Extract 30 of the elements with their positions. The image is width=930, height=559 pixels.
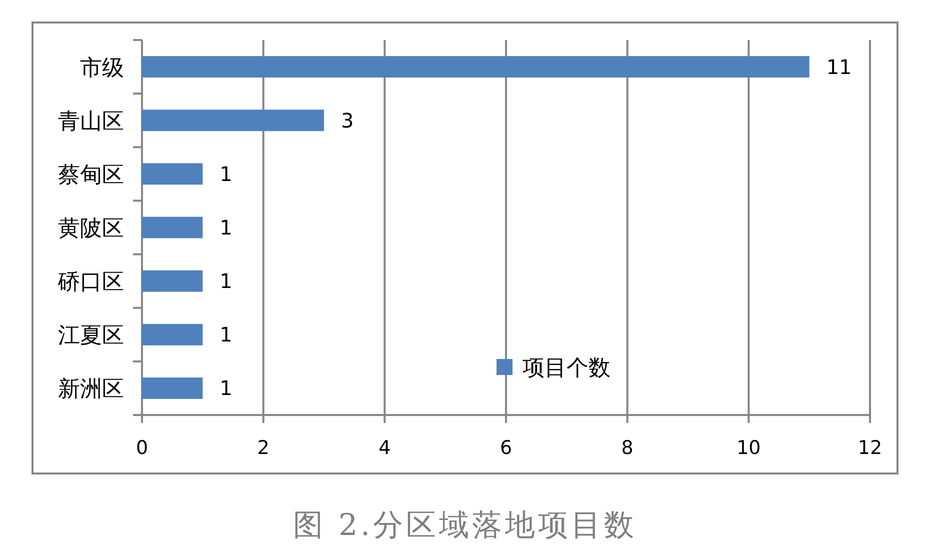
y-tick-label: 黄陂区 (58, 216, 124, 242)
x-tick-label: 12 (858, 437, 882, 459)
bar (142, 324, 203, 346)
data-label: 1 (220, 269, 232, 294)
x-tick-label: 4 (378, 437, 391, 459)
bar (142, 110, 324, 132)
x-tick-label: 8 (621, 437, 634, 459)
bar (142, 163, 203, 185)
data-label: 3 (341, 108, 354, 132)
data-label: 1 (220, 322, 232, 347)
data-label: 11 (826, 54, 852, 79)
legend-label: 项目个数 (522, 356, 611, 381)
y-tick-label: 新洲区 (58, 377, 124, 402)
data-label: 1 (220, 216, 232, 240)
y-tick-label: 蔡甸区 (58, 162, 124, 188)
y-tick-label: 青山区 (58, 109, 124, 134)
x-tick-label: 10 (736, 437, 761, 459)
data-label: 1 (220, 162, 232, 186)
y-tick-label: 市级 (80, 56, 124, 81)
bar (142, 56, 810, 78)
data-label: 1 (220, 376, 232, 400)
bar (142, 216, 203, 238)
caption: 图 2.分区域落地项目数 (292, 508, 638, 543)
y-tick-label: 江夏区 (58, 324, 124, 349)
x-tick-label: 6 (500, 437, 512, 459)
bar (142, 270, 203, 292)
x-tick-label: 0 (136, 437, 148, 459)
x-tick-label: 2 (257, 437, 270, 459)
bar (142, 378, 203, 399)
y-tick-label: 硚口区 (57, 270, 124, 296)
